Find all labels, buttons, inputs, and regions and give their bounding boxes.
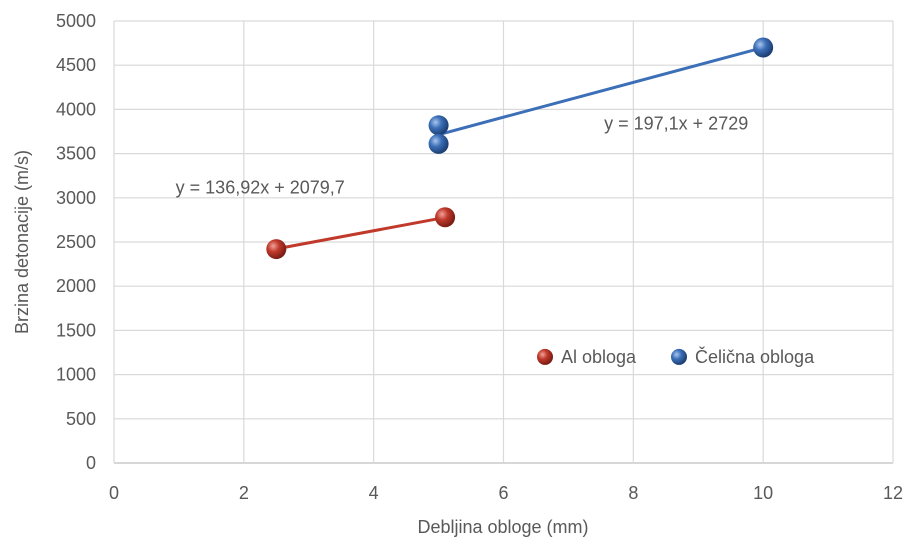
y-tick-label: 4500 (56, 55, 96, 75)
y-axis-title: Brzina detonacije (m/s) (12, 150, 32, 334)
x-axis-title: Debljina obloge (mm) (417, 517, 588, 537)
data-point (753, 38, 773, 58)
y-tick-label: 4000 (56, 99, 96, 119)
x-tick-label: 12 (883, 483, 903, 503)
y-tick-label: 3000 (56, 188, 96, 208)
trendline-al (276, 217, 445, 248)
data-point (429, 115, 449, 135)
trendlines (276, 48, 763, 249)
y-tick-label: 3500 (56, 144, 96, 164)
y-tick-label: 0 (86, 453, 96, 473)
trendline-equation: y = 136,92x + 2079,7 (176, 177, 345, 197)
x-tick-label: 2 (239, 483, 249, 503)
legend-label: Al obloga (561, 347, 637, 367)
y-tick-label: 1500 (56, 320, 96, 340)
y-tick-label: 5000 (56, 11, 96, 31)
legend-marker (671, 349, 687, 365)
y-tick-label: 2500 (56, 232, 96, 252)
data-point (429, 134, 449, 154)
data-point (266, 239, 286, 259)
legend-marker (537, 349, 553, 365)
x-tick-label: 4 (369, 483, 379, 503)
x-tick-label: 0 (109, 483, 119, 503)
x-tick-label: 10 (753, 483, 773, 503)
x-axis-ticks: 0 2 4 6 8 10 12 (109, 483, 903, 503)
legend-label: Čelična obloga (695, 346, 815, 367)
data-points (266, 38, 773, 260)
y-tick-label: 1000 (56, 365, 96, 385)
trendline-equation: y = 197,1x + 2729 (604, 114, 748, 134)
data-point (435, 207, 455, 227)
legend: Al obloga Čelična obloga (537, 346, 815, 367)
x-tick-label: 6 (498, 483, 508, 503)
grid (114, 21, 893, 463)
y-axis-ticks: 0 500 1000 1500 2000 2500 3000 3500 4000 4500 5000 (56, 11, 96, 473)
trendline-equations: y = 136,92x + 2079,7 y = 197,1x + 2729 (176, 114, 749, 198)
y-tick-label: 2000 (56, 276, 96, 296)
x-tick-label: 8 (628, 483, 638, 503)
y-tick-label: 500 (66, 409, 96, 429)
